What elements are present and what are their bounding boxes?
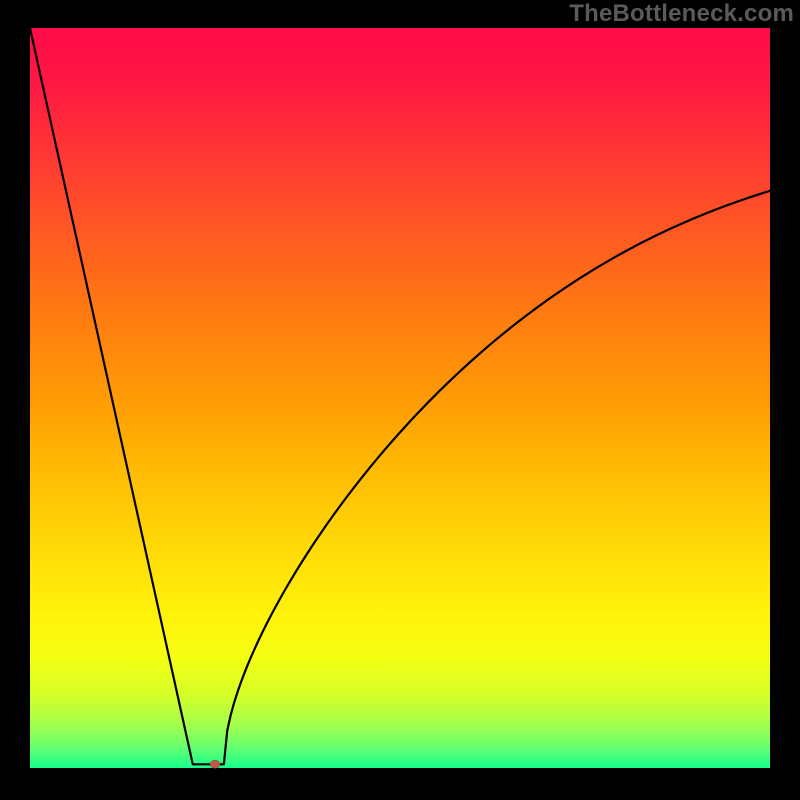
optimal-point-marker <box>210 760 220 768</box>
bottleneck-curve-chart <box>0 0 800 800</box>
plot-gradient-background <box>30 28 770 768</box>
chart-container: TheBottleneck.com <box>0 0 800 800</box>
watermark-text: TheBottleneck.com <box>569 0 794 28</box>
